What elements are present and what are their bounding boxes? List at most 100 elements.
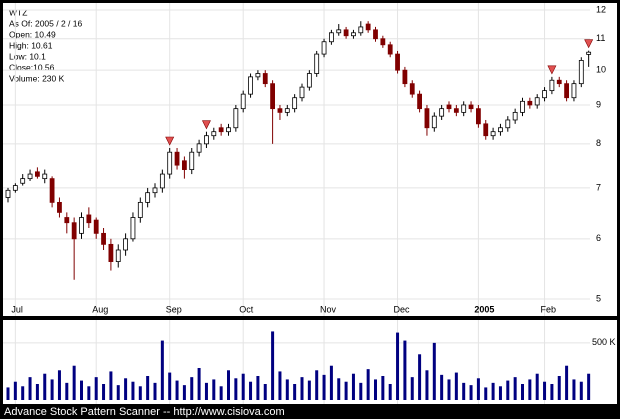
y-tick-label: 8 — [596, 138, 601, 148]
candle-body — [35, 171, 40, 177]
signal-marker — [584, 39, 594, 49]
candle-body — [351, 32, 356, 37]
x-tick-label: Sep — [166, 304, 182, 314]
volume-bar — [425, 370, 429, 400]
volume-bar — [35, 384, 39, 400]
volume-bar — [278, 371, 282, 400]
candle-body — [240, 93, 246, 110]
candle-body — [578, 60, 584, 85]
volume-bar — [440, 374, 444, 400]
candle-body — [123, 238, 128, 251]
candle-body — [284, 108, 290, 113]
volume-bar — [87, 386, 91, 400]
volume-bar — [204, 382, 208, 400]
candle-body — [248, 76, 253, 95]
volume-bar — [388, 384, 392, 400]
candle-body — [255, 73, 261, 78]
candle-body — [571, 83, 577, 99]
candle-body — [417, 93, 423, 110]
volume-bar — [160, 340, 164, 400]
candle-body — [108, 243, 114, 262]
candle-body — [586, 51, 592, 55]
volume-bar — [168, 372, 172, 400]
volume-bar — [227, 370, 230, 400]
volume-bar — [535, 373, 539, 400]
candle-body — [505, 119, 511, 129]
volume-bar — [182, 385, 186, 400]
candle-body — [79, 217, 84, 234]
volume-bar — [293, 384, 297, 400]
volume-bar — [410, 377, 414, 400]
candle-body — [534, 97, 540, 106]
candle-body — [468, 104, 474, 110]
volume-bar — [146, 376, 150, 400]
info-line: Low: 10.1 — [9, 51, 46, 61]
candle-body — [446, 104, 452, 110]
volume-bar — [462, 382, 466, 400]
candle-body — [86, 214, 92, 224]
volume-bar — [131, 381, 135, 400]
volume-bar — [432, 342, 436, 400]
candle-body — [93, 219, 99, 234]
volume-bar — [219, 386, 223, 400]
y-tick-label: 6 — [596, 233, 601, 243]
volume-bar — [396, 332, 400, 400]
volume-bar — [587, 373, 591, 400]
candle-body — [64, 217, 70, 224]
candle-body — [49, 178, 55, 203]
candle-body — [328, 32, 334, 43]
candle-body — [564, 83, 569, 99]
candle-body — [167, 151, 173, 175]
candle-body — [453, 108, 459, 113]
candle-body — [20, 178, 26, 184]
candle-body — [314, 53, 320, 74]
volume-bar — [476, 378, 480, 400]
volume-bar — [65, 382, 69, 400]
candle-body — [42, 173, 48, 180]
x-tick-label: Dec — [394, 304, 411, 314]
volume-bar — [374, 379, 377, 400]
volume-bar — [190, 377, 194, 400]
volume-bar — [528, 379, 532, 400]
candle-body — [277, 108, 283, 113]
info-line: As Of: 2005 / 2 / 16 — [9, 18, 83, 28]
candle-body — [520, 100, 525, 113]
volume-bar — [366, 369, 370, 400]
volume-bar — [124, 378, 128, 400]
symbol: WTZ — [9, 7, 27, 17]
volume-bar — [57, 370, 61, 400]
volume-bar — [249, 381, 253, 400]
volume-bar — [506, 380, 510, 400]
volume-bar — [344, 381, 348, 400]
y-tick-label: 9 — [596, 99, 601, 109]
y-tick-label: 10 — [596, 65, 606, 75]
volume-bar — [550, 384, 554, 400]
candle-body — [556, 79, 562, 85]
volume-bar — [271, 331, 275, 400]
candle-body — [57, 201, 62, 213]
volume-bar — [447, 379, 451, 400]
candle-body — [387, 44, 393, 55]
candle-body — [12, 185, 18, 191]
volume-bar — [403, 340, 407, 400]
candle-body — [343, 29, 349, 37]
volume-bar — [322, 374, 326, 400]
volume-bar — [50, 379, 54, 400]
volume-bar — [351, 373, 355, 400]
volume-bar — [565, 365, 569, 400]
info-box: WTZ As Of: 2005 / 2 / 16 Open: 10.49 Hig… — [9, 7, 83, 83]
volume-bar — [454, 372, 458, 400]
volume-bar — [6, 387, 10, 400]
candle-body — [218, 127, 224, 133]
candle-body — [299, 86, 305, 99]
x-tick-label: Jul — [11, 304, 23, 314]
x-tick-label: 2005 — [474, 304, 494, 314]
candle-body — [321, 41, 327, 55]
footer: Advance Stock Pattern Scanner -- http://… — [4, 406, 285, 418]
volume-bar — [418, 354, 422, 400]
volume-bar — [13, 381, 17, 400]
candle-body — [358, 26, 364, 34]
candle-body — [380, 38, 386, 46]
x-tick-label: Aug — [92, 304, 108, 314]
